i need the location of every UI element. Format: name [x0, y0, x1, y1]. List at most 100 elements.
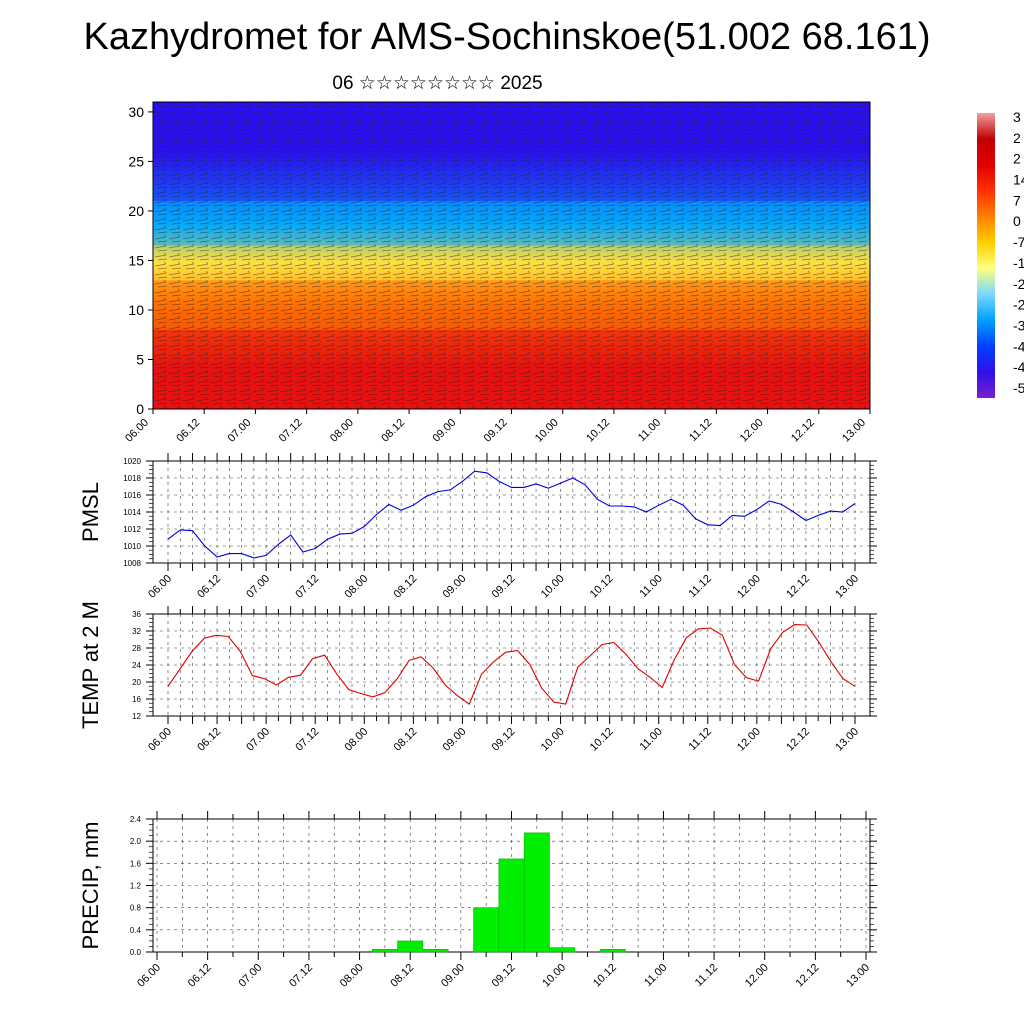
precip-bar — [523, 832, 550, 953]
x-tick-label: 13.00 — [833, 726, 861, 754]
x-tick-label: 12.12 — [784, 726, 812, 754]
x-tick-label: 09.00 — [441, 573, 469, 601]
colorbar-label: 7 — [1013, 192, 1021, 208]
x-tick-label: 09.12 — [490, 573, 518, 601]
y-tick-label: 0.8 — [130, 904, 142, 913]
x-tick-label: 06.12 — [195, 726, 223, 754]
colorbar-label: -5 — [1013, 380, 1024, 396]
x-tick-label: 06.12 — [186, 962, 214, 990]
series-line — [167, 470, 856, 559]
x-tick-label: 09.00 — [441, 726, 469, 754]
x-tick-label: 07.00 — [236, 962, 264, 990]
x-tick-label: 11.00 — [642, 962, 669, 989]
x-tick-label: 10.12 — [591, 962, 619, 990]
x-tick-label: 08.00 — [342, 726, 370, 754]
colorbar-label: -2 — [1013, 276, 1024, 292]
heatmap-x-tick-label: 11.12 — [687, 417, 714, 444]
x-tick-label: 07.12 — [293, 573, 321, 601]
heatmap-x-tick-label: 06.12 — [174, 417, 202, 445]
y-tick-label: 32 — [132, 627, 141, 636]
heatmap-x-tick-label: 12.00 — [738, 417, 766, 445]
x-tick-label: 08.00 — [342, 573, 370, 601]
y-tick-label: 12 — [132, 712, 141, 721]
x-tick-label: 09.00 — [439, 962, 467, 990]
precip-bar — [473, 907, 500, 953]
x-tick-label: 10.12 — [588, 726, 616, 754]
heatmap-x-tick-label: 10.12 — [584, 417, 612, 445]
x-tick-label: 07.00 — [244, 726, 272, 754]
x-tick-label: 07.12 — [287, 962, 315, 990]
y-tick-label: 20 — [132, 678, 141, 687]
chart-subtitle: 06 ☆☆☆☆☆☆☆☆ 2025 — [332, 73, 543, 94]
y-tick-label: 24 — [132, 661, 141, 670]
y-axis-title: TEMP at 2 M — [78, 601, 103, 729]
x-tick-label: 12.00 — [735, 726, 763, 754]
colorbar-label: 2 — [1013, 130, 1021, 146]
colorbar-label: -1 — [1013, 255, 1024, 271]
heatmap-x-tick-label: 09.12 — [482, 417, 510, 445]
x-tick-label: 08.00 — [338, 962, 366, 990]
heatmap-y-tick-label: 20 — [128, 203, 144, 219]
colorbar-label: 14 — [1013, 172, 1024, 188]
x-tick-label: 11.12 — [687, 726, 714, 753]
precip-bar — [599, 948, 626, 953]
y-tick-label: 1008 — [123, 559, 141, 568]
precip-bar — [397, 940, 424, 953]
heatmap-x-tick-label: 08.00 — [328, 417, 356, 445]
x-tick-label: 06.00 — [146, 573, 174, 601]
y-axis-title: PMSL — [78, 482, 103, 542]
x-tick-label: 08.12 — [392, 726, 420, 754]
y-tick-label: 1010 — [123, 542, 141, 551]
x-tick-label: 09.12 — [490, 962, 518, 990]
y-tick-label: 1018 — [123, 474, 141, 483]
y-tick-label: 1.6 — [130, 859, 142, 868]
colorbar-label: -7 — [1013, 234, 1024, 250]
heatmap-x-tick-label: 12.12 — [789, 417, 817, 445]
series-line — [167, 624, 856, 705]
x-tick-label: 11.12 — [687, 573, 714, 600]
x-tick-label: 12.00 — [735, 573, 763, 601]
colorbar-label: 2 — [1013, 151, 1021, 167]
heatmap-y-tick-label: 0 — [136, 401, 144, 417]
y-tick-label: 28 — [132, 644, 141, 653]
x-tick-label: 13.00 — [844, 962, 872, 990]
heatmap-y-tick-label: 25 — [128, 153, 144, 169]
heatmap-x-tick-label: 07.00 — [226, 417, 254, 445]
x-tick-label: 10.12 — [588, 573, 616, 601]
x-tick-label: 08.12 — [388, 962, 416, 990]
x-tick-label: 13.00 — [833, 573, 861, 601]
x-tick-label: 10.00 — [540, 962, 568, 990]
heatmap-y-tick-label: 5 — [136, 351, 144, 367]
x-tick-label: 11.00 — [637, 726, 664, 753]
colorbar-label: 3 — [1013, 109, 1021, 125]
heatmap-x-tick-label: 09.00 — [430, 417, 458, 445]
x-tick-label: 11.00 — [637, 573, 664, 600]
precip-bar — [549, 947, 576, 953]
precip-bar — [422, 948, 449, 953]
heatmap-x-tick-label: 10.00 — [533, 417, 561, 445]
heatmap-y-tick-label: 10 — [128, 302, 144, 318]
heatmap-y-tick-label: 15 — [128, 252, 144, 268]
x-tick-label: 12.00 — [743, 962, 771, 990]
y-tick-label: 1012 — [123, 525, 141, 534]
y-tick-label: 1016 — [123, 491, 141, 500]
x-tick-label: 09.12 — [490, 726, 518, 754]
page-title: Kazhydromet for AMS-Sochinskoe(51.002 68… — [83, 16, 931, 58]
x-tick-label: 10.00 — [539, 573, 567, 601]
y-tick-label: 1020 — [123, 457, 141, 466]
x-tick-label: 12.12 — [784, 573, 812, 601]
heatmap-x-tick-label: 06.00 — [123, 417, 151, 445]
x-tick-label: 06.00 — [135, 962, 163, 990]
colorbar — [977, 113, 995, 398]
heatmap-y-tick-label: 30 — [128, 104, 144, 120]
precip-bar — [498, 858, 525, 953]
x-tick-label: 06.12 — [195, 573, 223, 601]
y-tick-label: 2.0 — [130, 837, 142, 846]
y-tick-label: 16 — [132, 695, 141, 704]
colorbar-label: -2 — [1013, 297, 1024, 313]
x-tick-label: 12.12 — [794, 962, 822, 990]
y-tick-label: 0.0 — [130, 948, 142, 957]
x-tick-label: 10.00 — [539, 726, 567, 754]
x-tick-label: 07.12 — [293, 726, 321, 754]
